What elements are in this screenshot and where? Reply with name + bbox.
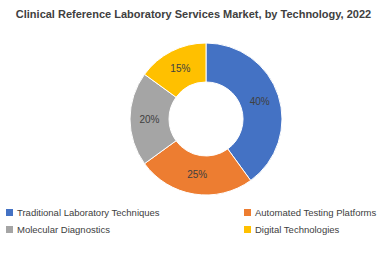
html-text:Automated Testing Platforms: Automated Testing Platforms — [255, 207, 377, 218]
html-text:Clinical Reference Laboratory: Clinical Reference Laboratory Services M… — [15, 8, 372, 20]
svg-text:25%: 25% — [187, 169, 207, 180]
svg-text:40%: 40% — [250, 96, 270, 107]
html-text:Molecular Diagnostics: Molecular Diagnostics — [17, 224, 110, 235]
svg-text:20%: 20% — [139, 114, 159, 125]
html-text:Traditional Laboratory Techniq: Traditional Laboratory Techniques — [17, 207, 160, 218]
html-text:Digital Technologies: Digital Technologies — [255, 224, 340, 235]
svg-text:15%: 15% — [170, 63, 190, 74]
